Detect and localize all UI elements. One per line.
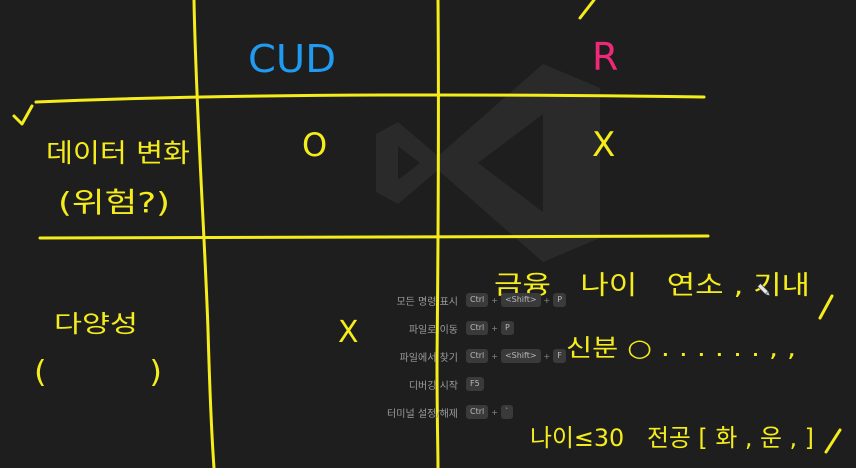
key-ctrl: Ctrl <box>466 293 489 307</box>
row1-label-line1: 데이터 변화 <box>46 139 190 169</box>
key-shift: <Shift> <box>500 293 541 307</box>
key-backtick: ` <box>500 405 513 419</box>
shortcut-label: 파일로 이동 <box>408 324 458 336</box>
note-bottom: 나이≤30 전공 [ 화 , 운 , ] <box>530 424 814 452</box>
shortcut-label: 파일에서 찾기 <box>399 352 458 364</box>
key-ctrl: Ctrl <box>466 405 489 419</box>
table-line-vertical-right <box>435 0 440 468</box>
key-shift: <Shift> <box>500 349 541 363</box>
cell-cud-row1: O <box>302 126 327 164</box>
key-p: P <box>500 321 514 335</box>
key-f5: F5 <box>466 377 484 391</box>
header-cud: CUD <box>248 37 336 81</box>
check-mark-top-left <box>12 104 34 126</box>
note-top: 금융 나이 연소 , 기내 <box>494 271 810 301</box>
table-line-vertical-left <box>192 0 216 468</box>
row2-paren: ( ) <box>34 355 162 390</box>
stroke-right-2 <box>824 428 842 454</box>
key-f: F <box>553 349 566 363</box>
cell-cud-row2: X <box>338 315 359 350</box>
stroke-top-right <box>578 0 596 20</box>
stroke-right-1 <box>818 294 834 320</box>
vscode-logo-icon <box>376 64 600 262</box>
row2-label: 다양성 <box>54 310 138 338</box>
note-middle: 신분 ○ . . . . . . , , <box>566 334 796 362</box>
pen-cursor-icon <box>757 283 771 297</box>
key-ctrl: Ctrl <box>466 321 489 335</box>
cell-r-row1: X <box>592 125 615 165</box>
shortcut-label: 모든 명령 표시 <box>396 296 458 308</box>
shortcut-label: 디버깅 시작 <box>408 380 458 392</box>
table-line-horizontal-bottom <box>38 234 710 240</box>
shortcut-label: 터미널 설정/해제 <box>387 408 458 420</box>
key-p: P <box>553 293 567 307</box>
key-ctrl: Ctrl <box>466 349 489 363</box>
table-line-horizontal-top <box>34 93 706 104</box>
row1-label-line2: (위험?) <box>58 186 170 219</box>
header-r: R <box>592 35 618 79</box>
